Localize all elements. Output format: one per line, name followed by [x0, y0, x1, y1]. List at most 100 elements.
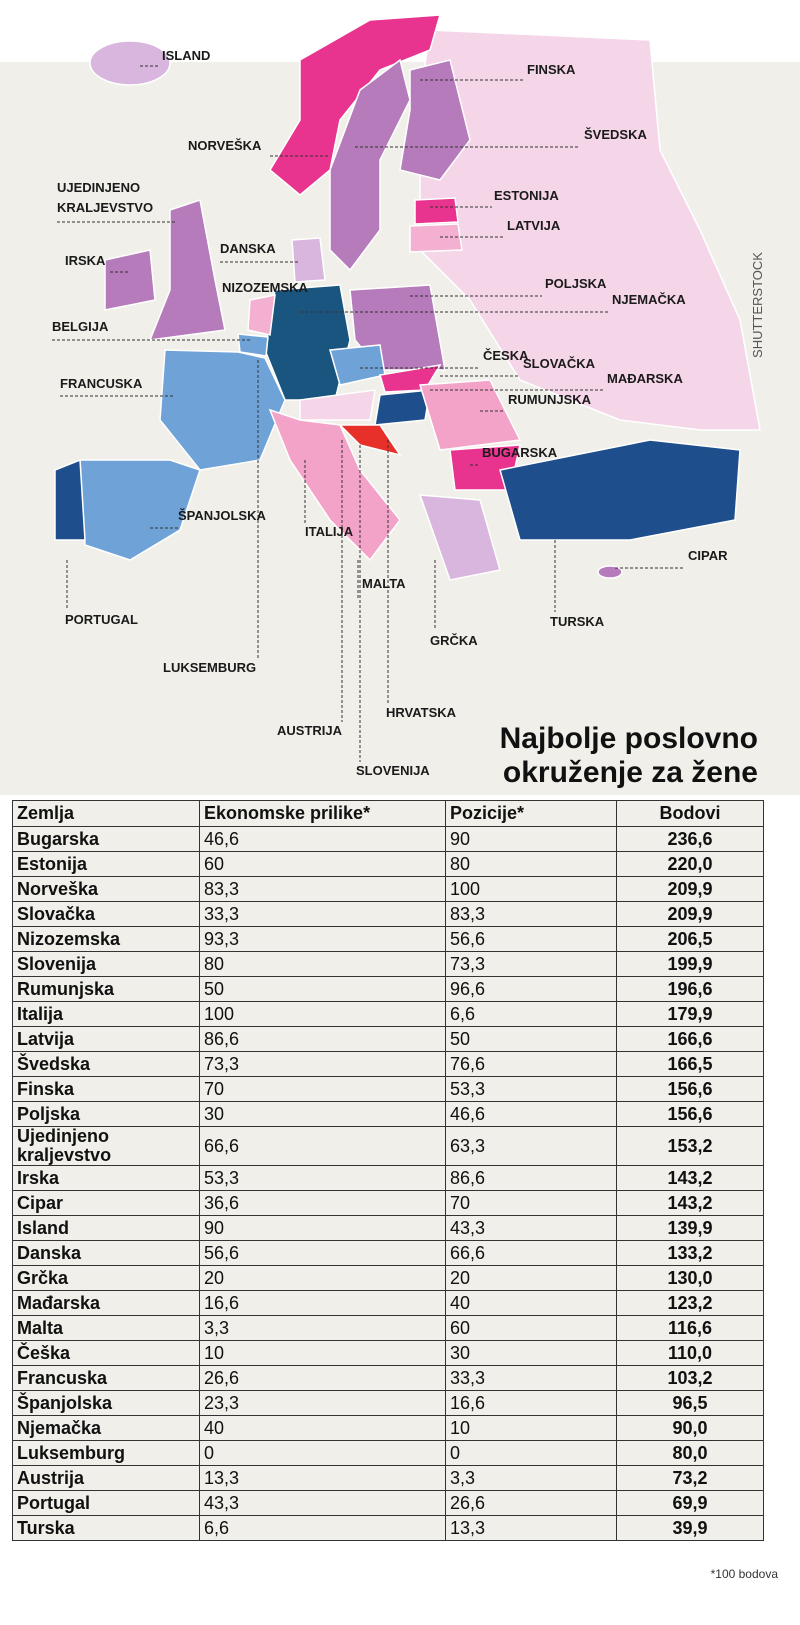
table-cell: Luksemburg [12, 1440, 200, 1466]
table-row: Švedska 73,3 76,6 166,5 [12, 1051, 764, 1077]
table-cell: 143,2 [616, 1165, 764, 1191]
map-label: MALTA [362, 576, 406, 591]
map-label: KRALJEVSTVO [57, 200, 153, 215]
table-cell: 66,6 [445, 1240, 617, 1266]
norway [269, 14, 442, 196]
table-cell: 39,9 [616, 1515, 764, 1541]
table-cell: 20 [199, 1265, 446, 1291]
table-row: Cipar 36,6 70 143,2 [12, 1190, 764, 1216]
table-cell: 206,5 [616, 926, 764, 952]
italy [268, 408, 401, 562]
cyprus [597, 565, 623, 579]
table-cell: 196,6 [616, 976, 764, 1002]
table-cell: Turska [12, 1515, 200, 1541]
map-label: GRČKA [430, 633, 478, 648]
table-row: Grčka 20 20 130,0 [12, 1265, 764, 1291]
table-row: Francuska 26,6 33,3 103,2 [12, 1365, 764, 1391]
table-cell: 166,6 [616, 1026, 764, 1052]
table-cell: Mađarska [12, 1290, 200, 1316]
table-cell: 40 [445, 1290, 617, 1316]
table-cell: Francuska [12, 1365, 200, 1391]
france [159, 349, 286, 471]
table-cell: 80 [199, 951, 446, 977]
greece [418, 494, 501, 581]
table-cell: 3,3 [445, 1465, 617, 1491]
table-cell: 53,3 [445, 1076, 617, 1102]
table-cell: Grčka [12, 1265, 200, 1291]
table-row: Danska 56,6 66,6 133,2 [12, 1240, 764, 1266]
countries [54, 14, 761, 581]
map-label: ESTONIJA [494, 188, 559, 203]
table-cell: 76,6 [445, 1051, 617, 1077]
table-cell: 53,3 [199, 1165, 446, 1191]
table-cell: 80,0 [616, 1440, 764, 1466]
denmark [291, 237, 326, 283]
map: ISLAND FINSKA NORVEŠKA ŠVEDSKA UJEDINJENO KRA… [0, 14, 800, 795]
table-row: Češka 10 30 110,0 [12, 1340, 764, 1366]
table-cell: 80 [445, 851, 617, 877]
table-cell: 100 [199, 1001, 446, 1027]
table-row: Ujedinjeno kraljevstvo 66,6 63,3 153,2 [12, 1126, 764, 1166]
table-cell: 130,0 [616, 1265, 764, 1291]
table-cell: 33,3 [199, 901, 446, 927]
column-header: Ekonomske prilike* [199, 800, 446, 827]
finland [399, 59, 471, 181]
ireland [104, 249, 156, 311]
table-cell: 50 [445, 1026, 617, 1052]
table-cell: Norveška [12, 876, 200, 902]
table-cell: 40 [199, 1415, 446, 1441]
table-cell: 100 [445, 876, 617, 902]
netherlands [247, 294, 276, 336]
table-cell: 116,6 [616, 1315, 764, 1341]
table-cell: Češka [12, 1340, 200, 1366]
table-cell: 73,3 [445, 951, 617, 977]
croatia [338, 424, 402, 457]
table-cell: 30 [445, 1340, 617, 1366]
table-cell: 56,6 [445, 926, 617, 952]
table-cell: 33,3 [445, 1365, 617, 1391]
map-label: ČESKA [483, 348, 529, 363]
table-cell: 133,2 [616, 1240, 764, 1266]
table-cell: Estonija [12, 851, 200, 877]
table-cell: 179,9 [616, 1001, 764, 1027]
map-label: TURSKA [550, 614, 605, 629]
map-label: HRVATSKA [386, 705, 457, 720]
map-label: RUMUNJSKA [508, 392, 592, 407]
map-label: FINSKA [527, 62, 576, 77]
map-label: FRANCUSKA [60, 376, 143, 391]
table-cell: 60 [445, 1315, 617, 1341]
map-label: MAĐARSKA [607, 371, 683, 386]
title-line: Najbolje poslovno [500, 722, 758, 755]
table-cell: Austrija [12, 1465, 200, 1491]
table-cell: Portugal [12, 1490, 200, 1516]
map-label: ISLAND [162, 48, 210, 63]
table-cell: 209,9 [616, 876, 764, 902]
map-label: ŠVEDSKA [584, 127, 647, 142]
table-cell: 153,2 [616, 1126, 764, 1166]
table-cell: Slovenija [12, 951, 200, 977]
table-cell: 46,6 [445, 1101, 617, 1127]
table-cell: 86,6 [199, 1026, 446, 1052]
table-cell: Finska [12, 1076, 200, 1102]
table-cell: Latvija [12, 1026, 200, 1052]
table-cell: Italija [12, 1001, 200, 1027]
table-cell: 0 [445, 1440, 617, 1466]
portugal [54, 458, 86, 541]
header-row: Zemlja Ekonomske prilike* Pozicije* Bodovi [12, 800, 764, 827]
uk [148, 199, 226, 341]
table-cell: 23,3 [199, 1390, 446, 1416]
table-cell: Nizozemska [12, 926, 200, 952]
table-cell: 123,2 [616, 1290, 764, 1316]
map-label: SLOVAČKA [523, 356, 596, 371]
map-label: CIPAR [688, 548, 728, 563]
table-cell: Slovačka [12, 901, 200, 927]
table-cell: 36,6 [199, 1190, 446, 1216]
sweden [329, 58, 411, 272]
map-labels: ISLAND FINSKA NORVEŠKA ŠVEDSKA UJEDINJENO KRA… [52, 48, 728, 778]
hungary [374, 389, 431, 426]
table-cell: 156,6 [616, 1076, 764, 1102]
table-cell: 86,6 [445, 1165, 617, 1191]
map-label: NIZOZEMSKA [222, 280, 309, 295]
map-label: NJEMAČKA [612, 292, 686, 307]
